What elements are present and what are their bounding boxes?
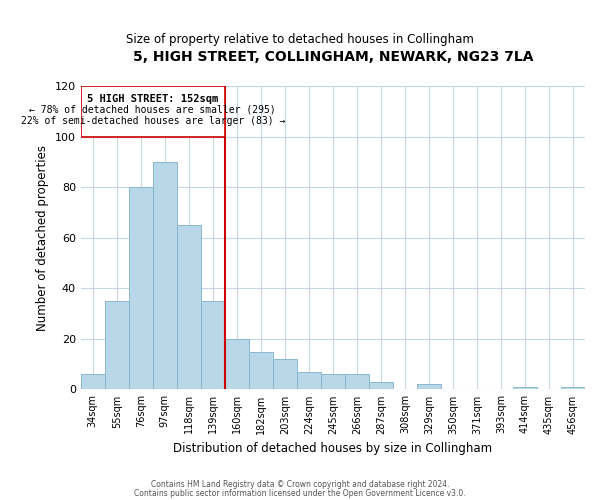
Bar (297, 372, 321, 390)
Bar (249, 352, 273, 390)
Bar (345, 374, 369, 390)
Bar (369, 382, 393, 390)
Bar (417, 384, 441, 390)
Text: 22% of semi-detached houses are larger (83) →: 22% of semi-detached houses are larger (… (20, 116, 285, 126)
Text: ← 78% of detached houses are smaller (295): ← 78% of detached houses are smaller (29… (29, 105, 276, 115)
Bar (513, 387, 537, 390)
X-axis label: Distribution of detached houses by size in Collingham: Distribution of detached houses by size … (173, 442, 493, 455)
Title: 5, HIGH STREET, COLLINGHAM, NEWARK, NG23 7LA: 5, HIGH STREET, COLLINGHAM, NEWARK, NG23… (133, 50, 533, 64)
Bar (225, 339, 249, 390)
Y-axis label: Number of detached properties: Number of detached properties (36, 144, 49, 330)
Text: 5 HIGH STREET: 152sqm: 5 HIGH STREET: 152sqm (87, 94, 218, 104)
Bar (177, 225, 201, 390)
Bar (153, 162, 177, 390)
Bar (321, 374, 345, 390)
Bar (81, 86, 225, 136)
Text: Contains HM Land Registry data © Crown copyright and database right 2024.: Contains HM Land Registry data © Crown c… (151, 480, 449, 489)
Bar (105, 301, 129, 390)
Bar (81, 374, 105, 390)
Bar (129, 187, 153, 390)
Bar (201, 301, 225, 390)
Text: Contains public sector information licensed under the Open Government Licence v3: Contains public sector information licen… (134, 488, 466, 498)
Bar (273, 359, 297, 390)
Text: Size of property relative to detached houses in Collingham: Size of property relative to detached ho… (126, 32, 474, 46)
Bar (561, 387, 585, 390)
